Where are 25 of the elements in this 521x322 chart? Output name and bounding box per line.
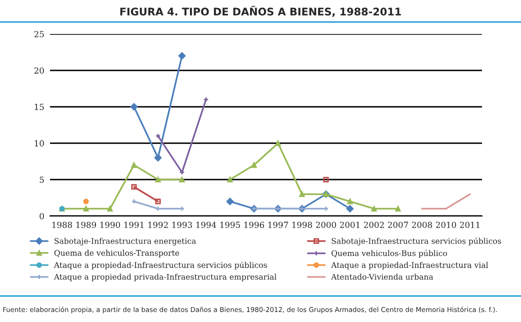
x-tick-label: 2010 (436, 222, 456, 228)
x-tick-label: 1992 (148, 222, 168, 228)
x-tick-label: 1997 (268, 222, 288, 228)
y-tick-label: 0 (40, 212, 44, 220)
x-tick-label: 2000 (316, 222, 336, 228)
x-tick-label: 1988 (52, 222, 72, 228)
y-tick-label: 25 (34, 30, 44, 38)
y-tick-label: 10 (34, 140, 44, 146)
x-tick-label: 2007 (388, 222, 408, 228)
x-tick-label: 1990 (100, 222, 120, 228)
x-tick-label: 1993 (172, 222, 192, 228)
y-tick-label: 15 (34, 104, 44, 110)
x-tick-label: 2008 (412, 222, 432, 228)
x-tick-label: 1995 (220, 222, 240, 228)
x-tick-label: 1998 (292, 222, 312, 228)
x-tick-label: 1991 (124, 222, 144, 228)
x-tick-label: 1989 (76, 222, 96, 228)
x-tick-label: 2002 (364, 222, 384, 228)
x-tick-label: 1996 (244, 222, 264, 228)
x-tick-label: 2001 (340, 222, 360, 228)
y-tick-label: 5 (40, 176, 44, 183)
x-tick-label: 1994 (196, 222, 216, 228)
y-tick-label: 20 (34, 67, 44, 74)
x-tick-label: 2011 (460, 222, 480, 228)
chart-title: FIGURA 4. TIPO DE DAÑOS A BIENES, 1988-2011 (120, 6, 401, 17)
